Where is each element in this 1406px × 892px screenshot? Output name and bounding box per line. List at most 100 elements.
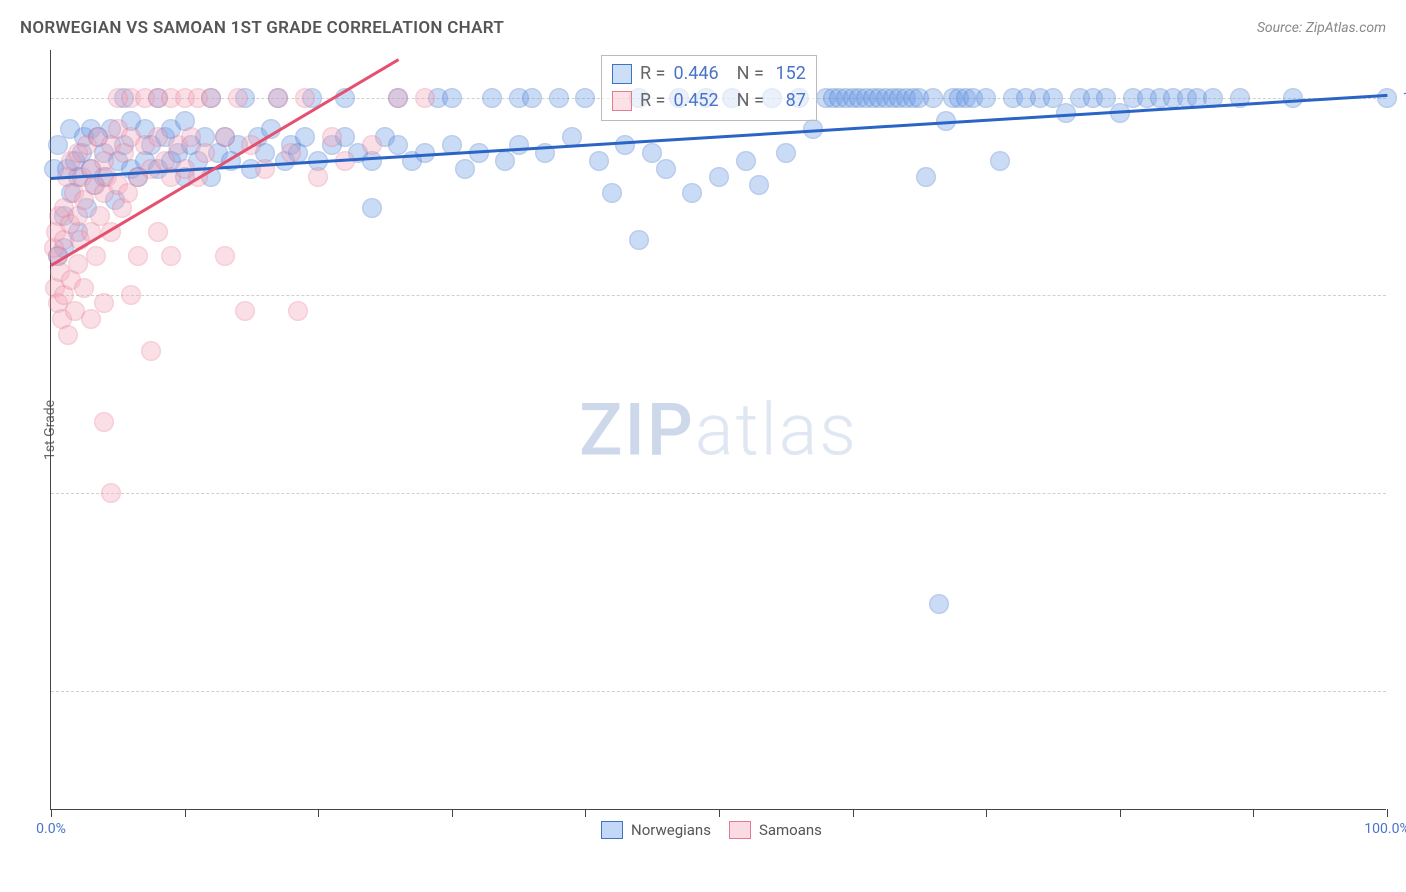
x-tick bbox=[51, 809, 52, 817]
r-value: 0.452 bbox=[673, 87, 718, 114]
n-value: 87 bbox=[772, 87, 806, 114]
y-tick-label: 92.5% bbox=[1392, 683, 1406, 699]
data-point bbox=[86, 246, 106, 266]
legend-swatch bbox=[601, 821, 623, 839]
data-point bbox=[495, 151, 515, 171]
correlation-legend-row: R =0.452N =87 bbox=[612, 87, 806, 114]
x-tick bbox=[185, 809, 186, 817]
data-point bbox=[148, 127, 168, 147]
chart-header: NORWEGIAN VS SAMOAN 1ST GRADE CORRELATIO… bbox=[10, 10, 1396, 50]
x-tick bbox=[452, 809, 453, 817]
data-point bbox=[362, 135, 382, 155]
r-value: 0.446 bbox=[673, 60, 718, 87]
data-point bbox=[509, 135, 529, 155]
data-point bbox=[101, 483, 121, 503]
data-point bbox=[976, 88, 996, 108]
x-tick bbox=[719, 809, 720, 817]
data-point bbox=[362, 198, 382, 218]
data-point bbox=[161, 246, 181, 266]
correlation-legend: R = 0.446 N = 152R = 0.452 N = 87 bbox=[601, 55, 817, 121]
data-point bbox=[776, 143, 796, 163]
data-point bbox=[235, 301, 255, 321]
data-point bbox=[388, 88, 408, 108]
data-point bbox=[295, 88, 315, 108]
data-point bbox=[682, 183, 702, 203]
data-point bbox=[629, 230, 649, 250]
r-label: R = bbox=[640, 60, 665, 87]
r-label: R = bbox=[640, 87, 665, 114]
x-tick bbox=[1253, 809, 1254, 817]
data-point bbox=[602, 183, 622, 203]
chart-title: NORWEGIAN VS SAMOAN 1ST GRADE CORRELATIO… bbox=[20, 18, 504, 38]
data-point bbox=[68, 254, 88, 274]
data-point bbox=[656, 159, 676, 179]
data-point bbox=[81, 309, 101, 329]
x-tick-label: 0.0% bbox=[36, 821, 66, 837]
chart-source: Source: ZipAtlas.com bbox=[1257, 20, 1386, 36]
x-tick bbox=[1387, 809, 1388, 817]
data-point bbox=[549, 88, 569, 108]
data-point bbox=[923, 88, 943, 108]
data-point bbox=[455, 159, 475, 179]
data-point bbox=[1283, 88, 1303, 108]
data-point bbox=[255, 159, 275, 179]
x-tick bbox=[853, 809, 854, 817]
data-point bbox=[215, 246, 235, 266]
correlation-legend-row: R = 0.446 N = 152 bbox=[612, 60, 806, 87]
legend-swatch bbox=[729, 821, 751, 839]
data-point bbox=[929, 594, 949, 614]
x-tick bbox=[585, 809, 586, 817]
y-tick-label: 95.0% bbox=[1392, 485, 1406, 501]
data-point bbox=[288, 301, 308, 321]
data-point bbox=[308, 167, 328, 187]
plot-wrap: 1st Grade ZIPatlas 92.5%95.0%97.5%100.0%… bbox=[50, 50, 1386, 810]
legend-swatch bbox=[612, 64, 632, 84]
n-value: 152 bbox=[772, 60, 806, 87]
data-point bbox=[141, 341, 161, 361]
data-point bbox=[94, 293, 114, 313]
legend-swatch bbox=[612, 91, 632, 111]
data-point bbox=[128, 246, 148, 266]
data-point bbox=[482, 88, 502, 108]
data-point bbox=[522, 88, 542, 108]
data-point bbox=[442, 88, 462, 108]
data-point bbox=[121, 285, 141, 305]
x-tick-label: 100.0% bbox=[1364, 821, 1406, 837]
data-point bbox=[215, 127, 235, 147]
data-point bbox=[74, 278, 94, 298]
data-point bbox=[916, 167, 936, 187]
legend-item: Samoans bbox=[729, 821, 822, 839]
data-point bbox=[295, 127, 315, 147]
series-legend: Norwegians Samoans bbox=[601, 821, 822, 839]
data-point bbox=[281, 143, 301, 163]
data-point bbox=[736, 151, 756, 171]
data-point bbox=[589, 151, 609, 171]
data-point bbox=[709, 167, 729, 187]
x-tick bbox=[318, 809, 319, 817]
y-tick-label: 97.5% bbox=[1392, 287, 1406, 303]
watermark-light: atlas bbox=[695, 387, 858, 472]
chart-container: NORWEGIAN VS SAMOAN 1ST GRADE CORRELATIO… bbox=[10, 10, 1396, 810]
data-point bbox=[415, 88, 435, 108]
data-point bbox=[94, 412, 114, 432]
gridline bbox=[51, 295, 1386, 296]
data-point bbox=[228, 88, 248, 108]
data-point bbox=[195, 143, 215, 163]
n-label: N = bbox=[737, 60, 764, 87]
legend-label: Samoans bbox=[759, 821, 822, 839]
data-point bbox=[615, 135, 635, 155]
data-point bbox=[201, 88, 221, 108]
plot-area: ZIPatlas 92.5%95.0%97.5%100.0%0.0%100.0%… bbox=[50, 50, 1386, 810]
legend-label: Norwegians bbox=[631, 821, 711, 839]
data-point bbox=[148, 222, 168, 242]
data-point bbox=[1377, 88, 1397, 108]
data-point bbox=[749, 175, 769, 195]
gridline bbox=[51, 691, 1386, 692]
gridline bbox=[51, 493, 1386, 494]
x-tick bbox=[986, 809, 987, 817]
data-point bbox=[322, 127, 342, 147]
data-point bbox=[575, 88, 595, 108]
watermark-bold: ZIP bbox=[579, 387, 695, 472]
watermark: ZIPatlas bbox=[579, 387, 858, 472]
data-point bbox=[990, 151, 1010, 171]
